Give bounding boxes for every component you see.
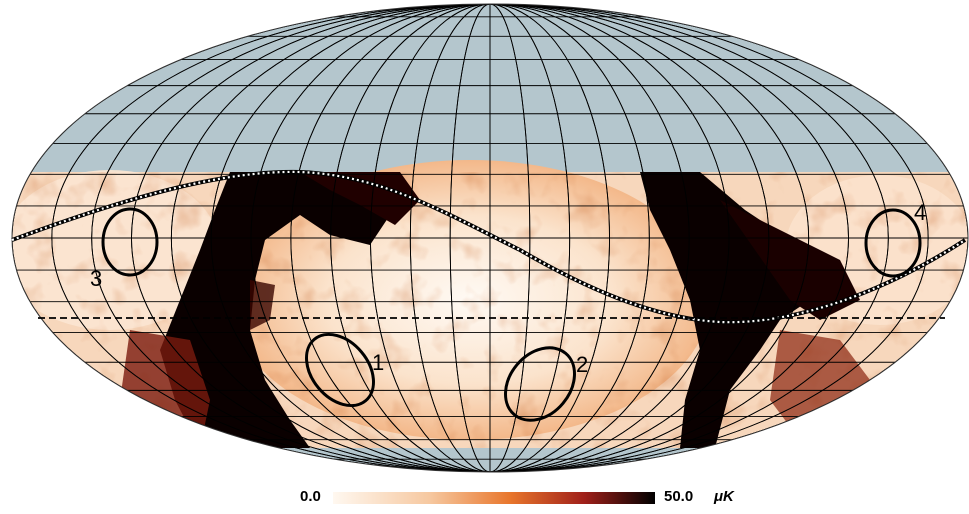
graticule bbox=[12, 4, 968, 472]
region-label: 3 bbox=[90, 266, 102, 291]
graticule-meridian bbox=[409, 4, 571, 472]
colorbar bbox=[333, 492, 655, 504]
graticule-meridian bbox=[210, 4, 770, 472]
colorbar-max-label: 50.0 bbox=[664, 488, 694, 505]
graticule-meridian bbox=[51, 4, 929, 472]
graticule-meridian bbox=[250, 4, 730, 472]
graticule-meridian bbox=[370, 4, 610, 472]
region-1: 1 bbox=[305, 332, 384, 408]
region-4: 4 bbox=[864, 200, 926, 278]
graticule-meridian bbox=[449, 4, 531, 472]
data-band bbox=[12, 160, 968, 448]
graticule-meridian bbox=[170, 4, 810, 472]
region-label: 4 bbox=[914, 200, 926, 225]
region-2: 2 bbox=[504, 346, 588, 422]
region-label: 1 bbox=[372, 350, 384, 375]
graticule-meridian bbox=[330, 4, 650, 472]
ecliptic-line-dots bbox=[11, 170, 966, 324]
graticule-meridian bbox=[290, 4, 690, 472]
region-3: 3 bbox=[90, 207, 159, 291]
colorbar-min-label: 0.0 bbox=[300, 488, 321, 505]
colorbar-unit-label: μK bbox=[714, 488, 734, 505]
graticule-meridian bbox=[91, 4, 889, 472]
region-label: 2 bbox=[576, 352, 588, 377]
graticule-meridian bbox=[131, 4, 849, 472]
